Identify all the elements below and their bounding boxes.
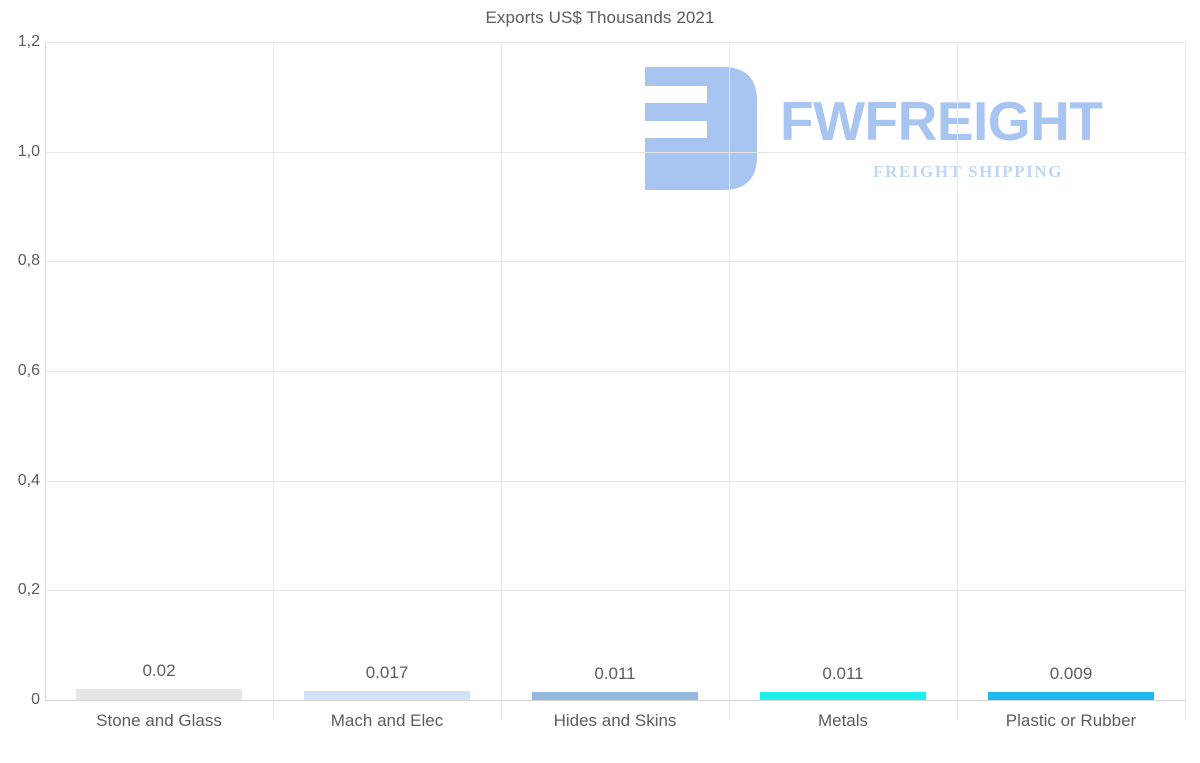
- x-axis-category-label: Metals: [817, 711, 869, 730]
- category-separator: [501, 42, 502, 720]
- y-tick-label: 0,2: [17, 581, 40, 599]
- bar[interactable]: [760, 692, 926, 700]
- category-separator: [957, 42, 958, 720]
- y-axis-tick-labels: 1,2 1,0 0,8 0,6 0,4 0,2 0: [0, 0, 40, 763]
- x-axis-category-label: Mach and Elec: [330, 711, 444, 730]
- x-axis-category-label: Plastic or Rubber: [1005, 711, 1137, 730]
- y-tick-label: 1,2: [17, 33, 40, 50]
- gridline-0-4: [45, 480, 1185, 482]
- bar[interactable]: [532, 692, 698, 700]
- y-tick-label: 0,6: [17, 362, 40, 379]
- bar[interactable]: [304, 690, 470, 700]
- bar-value-label: 0.02: [142, 661, 176, 681]
- bar-value-label: 0.011: [822, 664, 864, 683]
- x-axis-category-label: Hides and Skins: [553, 711, 677, 730]
- chart-title: Exports US$ Thousands 2021: [485, 8, 715, 27]
- y-tick-label: 0,8: [17, 252, 40, 270]
- x-axis-category-label: Stone and Glass: [96, 711, 222, 730]
- bar[interactable]: [988, 692, 1154, 700]
- gridline-1-2: [45, 42, 1185, 43]
- category-separator: [729, 42, 730, 720]
- bar-value-label: 0.011: [594, 664, 636, 683]
- gridline-0: [45, 700, 1185, 701]
- y-tick-label: 1,0: [17, 142, 40, 160]
- y-tick-label: 0,4: [17, 471, 40, 489]
- bar[interactable]: [76, 689, 242, 700]
- gridline-0-2: [45, 590, 1185, 592]
- category-separator: [1185, 42, 1186, 720]
- y-tick-label: 0: [31, 691, 40, 708]
- bar-value-label: 0.017: [365, 662, 409, 682]
- bar-value-label: 0.009: [1049, 664, 1093, 683]
- gridline-1-0: [45, 151, 1185, 153]
- gridline-0-8: [45, 261, 1185, 263]
- category-separator: [273, 42, 274, 720]
- gridline-0-6: [45, 371, 1185, 372]
- bar-series: [45, 42, 1185, 700]
- plot-grid: [45, 42, 1185, 701]
